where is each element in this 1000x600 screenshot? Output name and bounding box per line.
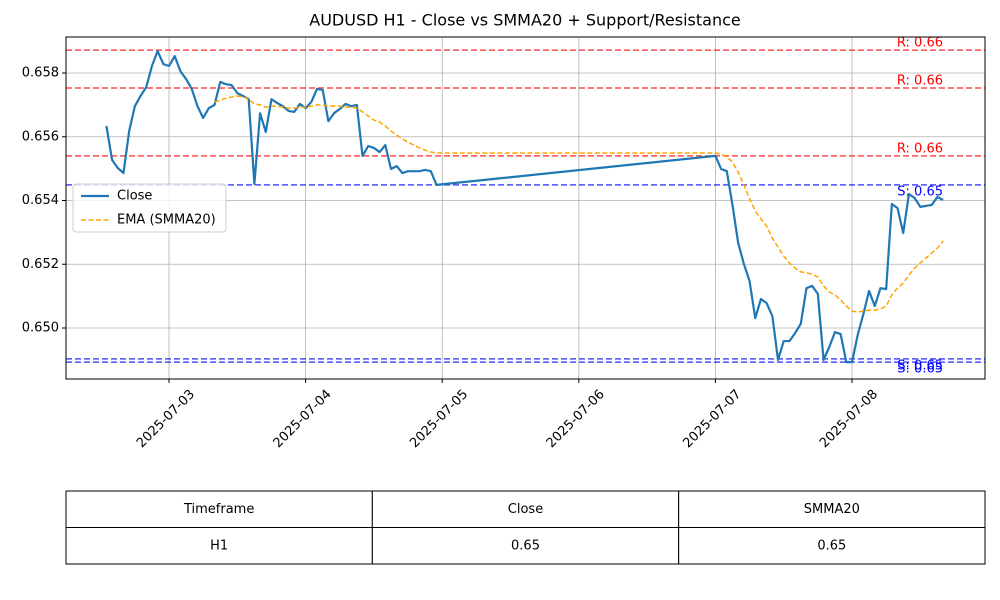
series-line bbox=[214, 95, 944, 313]
table-cell-text: 0.65 bbox=[511, 538, 540, 553]
table-header: Timeframe bbox=[183, 502, 254, 517]
y-tick-label: 0.656 bbox=[22, 129, 59, 144]
table-cell bbox=[65, 490, 373, 528]
table-cell-text: 0.65 bbox=[817, 538, 846, 553]
table-cell bbox=[678, 490, 986, 528]
y-tick-label: 0.658 bbox=[22, 66, 59, 81]
legend-label: Close bbox=[117, 189, 152, 204]
y-tick-label: 0.650 bbox=[22, 321, 59, 336]
plot-frame bbox=[65, 36, 986, 380]
table-cell bbox=[371, 527, 680, 565]
level-label: R: 0.66 bbox=[897, 73, 943, 88]
level-label: R: 0.66 bbox=[897, 141, 943, 156]
legend-box bbox=[72, 183, 227, 233]
level-label: R: 0.66 bbox=[897, 36, 943, 51]
y-tick-label: 0.652 bbox=[22, 257, 59, 272]
table-cell bbox=[678, 527, 986, 565]
series-line bbox=[105, 49, 944, 364]
chart-title: AUDUSD H1 - Close vs SMMA20 + Support/Re… bbox=[309, 11, 740, 30]
table-header: Close bbox=[508, 502, 543, 517]
table-cell-text: H1 bbox=[210, 538, 228, 553]
y-tick-label: 0.654 bbox=[22, 193, 59, 208]
legend-label: EMA (SMMA20) bbox=[117, 213, 216, 228]
level-label: S: 0.65 bbox=[897, 362, 943, 377]
table-header: SMMA20 bbox=[804, 502, 860, 517]
